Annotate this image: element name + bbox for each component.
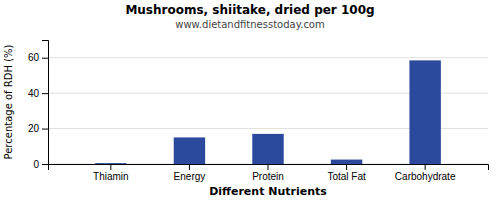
x-tick-label: Carbohydrate [395, 171, 456, 182]
y-tick: 20 [28, 123, 48, 134]
y-axis: 0 20 40 60 [28, 41, 49, 170]
x-tick: Carbohydrate [395, 164, 456, 182]
bar [331, 160, 362, 164]
x-tick-label: Thiamin [93, 171, 129, 182]
bar [252, 134, 283, 164]
y-tick-mark [42, 93, 48, 94]
x-tick-mark [110, 164, 111, 170]
grid-line [48, 57, 488, 58]
subtitle: www.dietandfitnesstoday.com [175, 19, 324, 30]
title: Mushrooms, shiitake, dried per 100g [125, 3, 374, 17]
y-axis-title: Percentage of RDH (%) [3, 44, 14, 159]
y-tick-mark [42, 164, 48, 165]
y-tick: 60 [28, 52, 48, 63]
y-tick-label: 0 [33, 159, 39, 170]
x-axis: Thiamin Energy Protein Total Fat Carbohydrat… [49, 164, 489, 182]
bars [95, 60, 441, 164]
x-tick-mark [268, 164, 269, 170]
plot: Thiamin Energy Protein Total Fat Carbohydrat… [28, 41, 489, 183]
y-tick-label: 20 [28, 123, 40, 134]
y-tick-label: 60 [28, 52, 40, 63]
y-tick-mark [42, 58, 48, 59]
x-tick-mark [346, 164, 347, 170]
x-tick: Energy [174, 164, 206, 182]
bar [95, 163, 126, 164]
bar [409, 60, 440, 164]
chart: Mushrooms, shiitake, dried per 100g www.d… [0, 0, 500, 200]
y-tick: 40 [28, 88, 48, 99]
x-axis-title: Different Nutrients [209, 185, 327, 198]
x-tick-label: Protein [252, 171, 284, 182]
y-axis-line [42, 41, 49, 165]
x-axis-line [49, 165, 489, 171]
grid [48, 58, 488, 164]
y-tick: 0 [33, 159, 48, 170]
y-tick-mark [42, 129, 48, 130]
x-tick: Total Fat [327, 164, 366, 182]
x-tick-mark [189, 164, 190, 170]
bar [174, 137, 205, 164]
x-tick: Thiamin [93, 164, 129, 182]
x-tick-label: Energy [174, 171, 206, 182]
x-tick-label: Total Fat [327, 171, 366, 182]
x-tick: Protein [252, 164, 284, 182]
x-tick-mark [425, 164, 426, 170]
y-tick-label: 40 [28, 88, 40, 99]
